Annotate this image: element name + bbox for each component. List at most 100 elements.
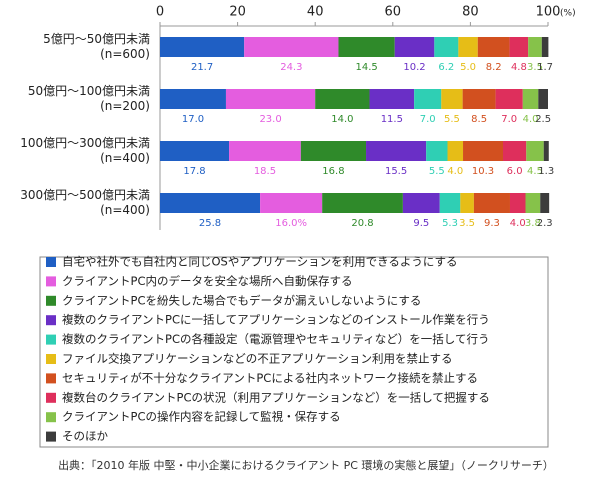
legend-swatch — [46, 354, 56, 364]
bar-segment — [462, 89, 496, 109]
value-label: 6.2 — [438, 62, 454, 73]
value-label: 5.3 — [442, 218, 458, 229]
value-label: 20.8 — [351, 218, 373, 229]
bar-segment — [315, 89, 370, 109]
value-label: 14.5 — [355, 62, 377, 73]
value-label: 21.7 — [191, 62, 213, 73]
bar-segment — [441, 89, 463, 109]
bar-segment — [473, 193, 510, 213]
value-label: 14.0 — [331, 114, 353, 125]
value-label: 7.0 — [420, 114, 436, 125]
x-tick-label: 20 — [229, 5, 246, 20]
legend-swatch — [46, 295, 56, 306]
category-label: 100億円～300億円未満 (n=400) — [20, 136, 150, 165]
value-label: 7.0 — [501, 114, 517, 125]
value-label: 8.2 — [486, 62, 502, 73]
value-label: 4.5 — [527, 166, 543, 177]
category-label: 5億円～50億円未満 (n=600) — [43, 32, 150, 61]
value-label: 18.5 — [254, 166, 276, 177]
bar-segment — [260, 193, 323, 213]
value-label: 5.5 — [429, 166, 445, 177]
bar-segment — [322, 193, 403, 213]
value-label: 10.3 — [472, 166, 494, 177]
bar-segment — [402, 193, 440, 213]
bar-segment — [369, 89, 415, 109]
legend-swatch — [46, 334, 56, 345]
value-label: 1.7 — [537, 62, 553, 73]
bar-segment — [525, 193, 541, 213]
legend-label: 複数のクライアントPCに一括してアプリケーションなどのインストール作業を行う — [62, 313, 490, 327]
value-label: 9.3 — [484, 218, 500, 229]
bar-segment — [244, 37, 339, 57]
value-label: 15.5 — [385, 166, 407, 177]
bar-segment — [160, 141, 230, 161]
bar-segment — [160, 37, 245, 57]
bar-segment — [509, 37, 529, 57]
value-label: 5.0 — [460, 62, 476, 73]
legend-swatch — [46, 315, 56, 326]
value-label: 17.8 — [183, 166, 205, 177]
value-label: 4.0 — [447, 166, 463, 177]
value-label: 17.0 — [182, 114, 204, 125]
bar-segment — [225, 89, 316, 109]
bar-segment — [540, 193, 550, 213]
bar-segment — [477, 37, 510, 57]
legend-swatch — [46, 257, 56, 267]
legend-label: クライアントPCの操作内容を記録して監視・保存する — [62, 410, 341, 424]
bar-segment — [528, 37, 542, 57]
value-label: 4.0 — [510, 218, 526, 229]
bar-segment — [434, 37, 459, 57]
legend-label: 自宅や社外でも自社内と同じOSやアプリケーションを利用できるようにする — [62, 255, 458, 269]
value-label: 3.8 — [525, 218, 541, 229]
value-label: 8.5 — [471, 114, 487, 125]
value-label: 6.0 — [507, 166, 523, 177]
bar-segment — [509, 193, 526, 213]
legend-box — [39, 256, 549, 448]
bar-segment — [366, 141, 427, 161]
bar-segment — [502, 141, 527, 161]
x-tick-label: 100 — [536, 5, 561, 20]
value-label: 4.0 — [523, 114, 539, 125]
bar-segment — [426, 141, 448, 161]
legend-label: 複数のクライアントPCの各種設定（電源管理やセキュリティなど）を一括して行う — [62, 332, 489, 346]
value-label: 2.3 — [537, 218, 553, 229]
category-label: 50億円～100億円未満 (n=200) — [27, 84, 150, 113]
legend-swatch — [46, 392, 56, 403]
bar-segment — [541, 37, 549, 57]
x-tick-label: 0 — [156, 5, 164, 20]
legend-swatch — [46, 412, 56, 423]
bar-segment — [160, 89, 226, 109]
bar-segment — [447, 141, 464, 161]
value-label: 3.5 — [527, 62, 543, 73]
bar-segment — [338, 37, 395, 57]
legend-swatch — [46, 373, 56, 384]
value-label: 23.0 — [259, 114, 281, 125]
source: 出典：「2010 年版 中堅・中小企業におけるクライアント PC 環境の実態と展… — [58, 458, 554, 472]
bar-segment — [463, 141, 503, 161]
x-tick-label: 40 — [307, 5, 324, 20]
value-label: 2.5 — [535, 114, 551, 125]
value-label: 10.2 — [403, 62, 425, 73]
bar-segment — [526, 141, 544, 161]
legend-label: クライアントPCを紛失した場合でもデータが漏えいしないようにする — [62, 293, 421, 307]
bar-segment — [538, 89, 548, 109]
bar-segment — [460, 193, 474, 213]
value-label: 11.5 — [381, 114, 403, 125]
legend-label: ファイル交換アプリケーションなどの不正アプリケーション利用を禁止する — [62, 352, 453, 366]
bar-segment — [414, 89, 442, 109]
bar-segment — [458, 37, 478, 57]
value-label: 16.0% — [275, 218, 307, 229]
value-label: 9.5 — [413, 218, 429, 229]
legend-label: クライアントPC内のデータを安全な場所へ自動保存する — [62, 274, 353, 288]
value-label: 25.8 — [199, 218, 221, 229]
legend-label: そのほか — [62, 429, 108, 443]
value-label: 24.3 — [280, 62, 302, 73]
value-label: 4.8 — [511, 62, 527, 73]
bar-segment — [522, 89, 539, 109]
x-tick-label: 60 — [385, 5, 402, 20]
value-label: 5.5 — [444, 114, 460, 125]
bar-segment — [300, 141, 367, 161]
bar-segment — [160, 193, 261, 213]
